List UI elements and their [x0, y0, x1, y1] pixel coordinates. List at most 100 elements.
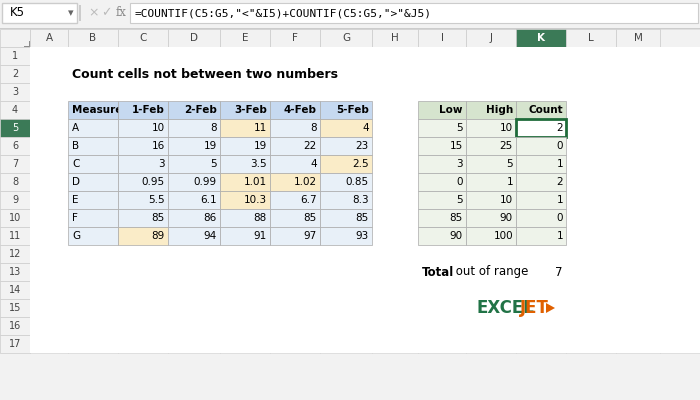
Bar — [0, 47, 30, 65]
Bar — [0, 101, 30, 119]
Bar — [79, 5, 81, 21]
Text: G: G — [72, 231, 80, 241]
Text: D: D — [72, 177, 80, 187]
Text: 10: 10 — [9, 213, 21, 223]
Bar — [0, 28, 700, 29]
Bar — [118, 173, 168, 191]
Bar — [0, 155, 30, 173]
Bar — [0, 65, 30, 83]
Text: 14: 14 — [9, 285, 21, 295]
Bar — [118, 227, 168, 245]
Bar — [0, 263, 30, 281]
Text: out of range: out of range — [452, 266, 528, 278]
Bar — [220, 101, 270, 119]
Bar — [270, 119, 320, 137]
Text: 5: 5 — [506, 159, 513, 169]
Bar — [130, 3, 698, 23]
Text: 5.5: 5.5 — [148, 195, 165, 205]
Bar — [418, 227, 466, 245]
Text: 13: 13 — [9, 267, 21, 277]
Bar — [466, 119, 516, 137]
Bar — [516, 173, 566, 191]
Text: 10.3: 10.3 — [244, 195, 267, 205]
Text: F: F — [292, 33, 298, 43]
Bar — [270, 137, 320, 155]
Text: 22: 22 — [304, 141, 317, 151]
Text: M: M — [634, 33, 643, 43]
Bar — [418, 191, 466, 209]
Text: 8: 8 — [12, 177, 18, 187]
Text: E: E — [241, 33, 248, 43]
Text: H: H — [391, 33, 399, 43]
Text: 85: 85 — [152, 213, 165, 223]
Text: 89: 89 — [152, 231, 165, 241]
Bar — [516, 137, 566, 155]
Bar — [516, 155, 566, 173]
Bar — [118, 155, 168, 173]
Bar — [118, 137, 168, 155]
Text: I: I — [440, 33, 444, 43]
Bar — [118, 29, 168, 47]
Text: 0: 0 — [556, 213, 563, 223]
Text: 7: 7 — [12, 159, 18, 169]
Bar — [0, 83, 30, 101]
Bar — [0, 2, 700, 24]
Bar — [68, 101, 118, 119]
Text: K5: K5 — [10, 6, 25, 20]
Text: 3: 3 — [158, 159, 165, 169]
Bar — [220, 209, 270, 227]
Text: 2: 2 — [556, 123, 563, 133]
Bar — [168, 191, 220, 209]
Text: 1-Feb: 1-Feb — [132, 105, 165, 115]
Text: Low: Low — [440, 105, 463, 115]
Bar — [168, 173, 220, 191]
Bar — [418, 155, 466, 173]
Text: 8: 8 — [211, 123, 217, 133]
Bar — [30, 29, 68, 47]
Bar — [320, 137, 372, 155]
Bar — [516, 227, 566, 245]
Bar — [418, 29, 466, 47]
Text: 5: 5 — [12, 123, 18, 133]
Bar — [168, 227, 220, 245]
Text: 0: 0 — [556, 141, 563, 151]
Bar — [30, 119, 700, 137]
Text: High: High — [486, 105, 513, 115]
Polygon shape — [546, 303, 555, 313]
Text: 91: 91 — [253, 231, 267, 241]
Bar — [466, 155, 516, 173]
Bar — [0, 281, 30, 299]
Bar — [0, 317, 30, 335]
Text: 0.99: 0.99 — [194, 177, 217, 187]
Text: 11: 11 — [9, 231, 21, 241]
Bar — [466, 137, 516, 155]
Bar — [270, 29, 320, 47]
Text: 10: 10 — [152, 123, 165, 133]
Bar — [516, 119, 566, 137]
Bar — [30, 47, 700, 65]
Bar — [30, 137, 700, 155]
Bar — [0, 227, 30, 245]
Bar — [320, 155, 372, 173]
Bar — [418, 101, 466, 119]
Text: 12: 12 — [9, 249, 21, 259]
Bar — [270, 155, 320, 173]
Text: G: G — [342, 33, 350, 43]
Bar — [168, 29, 220, 47]
Text: 11: 11 — [253, 123, 267, 133]
Bar — [270, 227, 320, 245]
Text: 15: 15 — [9, 303, 21, 313]
Text: Count cells not between two numbers: Count cells not between two numbers — [72, 68, 338, 80]
Bar — [220, 155, 270, 173]
Text: 0: 0 — [456, 177, 463, 187]
Text: 0.85: 0.85 — [346, 177, 369, 187]
Bar — [118, 119, 168, 137]
Text: 6: 6 — [12, 141, 18, 151]
Bar — [0, 245, 30, 263]
Text: 1: 1 — [12, 51, 18, 61]
Text: 8.3: 8.3 — [352, 195, 369, 205]
Text: 1: 1 — [556, 231, 563, 241]
Text: F: F — [72, 213, 78, 223]
Text: B: B — [90, 33, 97, 43]
Bar — [270, 209, 320, 227]
